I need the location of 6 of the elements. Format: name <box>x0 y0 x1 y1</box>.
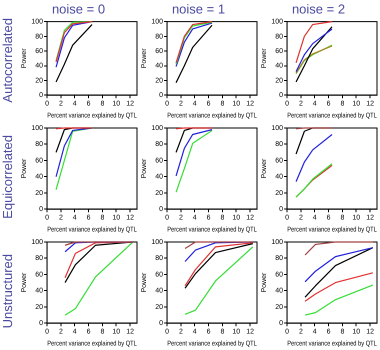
text: Unstructured <box>0 254 16 328</box>
chart-title: noise = 1 <box>172 1 226 16</box>
chart-title: noise = 2 <box>292 1 346 16</box>
text: Autocorrelated <box>0 18 16 102</box>
text: Equicorrelated <box>0 135 16 219</box>
chart-title: noise = 0 <box>52 1 106 16</box>
